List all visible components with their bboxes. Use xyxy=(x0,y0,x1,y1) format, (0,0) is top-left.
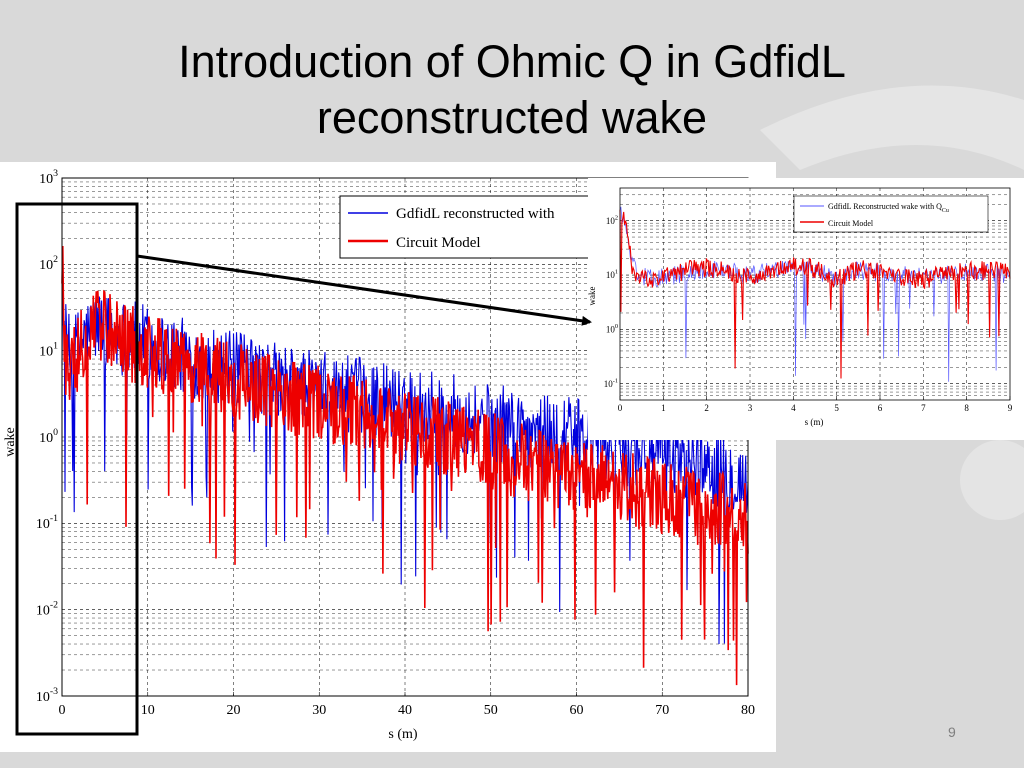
main-y-tick-base: 10 xyxy=(36,690,50,705)
decorative-circle xyxy=(960,440,1024,520)
slide-title: Introduction of Ohmic Q in GdfidL recons… xyxy=(0,34,1024,146)
main-chart-x-label: s (m) xyxy=(388,727,418,742)
inset-series-blue-line xyxy=(619,206,1011,382)
inset-y-tick-exponent: 1 xyxy=(615,269,618,276)
main-x-tick-label: 10 xyxy=(141,703,155,718)
main-y-tick-label: 103 xyxy=(39,168,58,187)
main-y-tick-exponent: -1 xyxy=(50,513,58,524)
inset-x-tick-label: 2 xyxy=(704,403,709,413)
inset-x-tick-label: 5 xyxy=(834,403,839,413)
inset-x-tick-label: 8 xyxy=(964,403,969,413)
inset-legend-label-blue: GdfidL Reconstructed wake with QCu xyxy=(828,202,949,214)
inset-y-tick-exponent: -1 xyxy=(613,377,618,384)
slide-title-line-2: reconstructed wake xyxy=(316,92,708,143)
inset-y-tick-label: 101 xyxy=(606,269,618,281)
main-y-tick-exponent: -3 xyxy=(50,686,58,697)
page-number: 9 xyxy=(948,724,956,740)
main-x-tick-label: 40 xyxy=(398,703,412,718)
inset-chart-x-ticks: 0 1 2 3 4 5 6 7 8 9 xyxy=(618,396,1013,413)
main-x-tick-label: 60 xyxy=(570,703,584,718)
main-y-tick-base: 10 xyxy=(36,604,50,619)
main-chart-series xyxy=(61,245,749,686)
main-y-tick-base: 10 xyxy=(36,517,50,532)
inset-chart-legend: GdfidL Reconstructed wake with QCu Circu… xyxy=(793,195,989,233)
main-y-tick-exponent: 3 xyxy=(53,168,58,179)
main-y-tick-base: 10 xyxy=(39,431,53,446)
main-y-tick-base: 10 xyxy=(39,345,53,360)
inset-legend-label-red: Circuit Model xyxy=(828,219,874,228)
inset-y-tick-base: 10 xyxy=(606,270,616,280)
inset-x-tick-label: 3 xyxy=(748,403,753,413)
main-y-tick-exponent: 2 xyxy=(53,254,58,265)
inset-legend-label-blue-subscript: Cu xyxy=(942,208,949,214)
inset-x-tick-label: 9 xyxy=(1008,403,1013,413)
inset-y-tick-base: 10 xyxy=(606,324,616,334)
main-legend-box xyxy=(339,195,603,259)
inset-y-tick-label: 100 xyxy=(606,323,618,335)
inset-y-tick-label: 102 xyxy=(606,214,618,226)
main-legend-label-blue: GdfidL reconstructed with xyxy=(396,206,555,222)
inset-x-tick-label: 7 xyxy=(921,403,926,413)
inset-chart-grid xyxy=(620,188,1010,400)
main-chart-y-label: wake xyxy=(3,427,18,457)
main-y-tick-exponent: 0 xyxy=(53,427,58,438)
main-x-tick-label: 80 xyxy=(741,703,755,718)
inset-legend-box xyxy=(793,195,989,233)
main-series-red-line xyxy=(61,245,749,686)
main-x-tick-label: 70 xyxy=(655,703,669,718)
inset-chart-y-label: wake xyxy=(588,287,597,306)
inset-x-tick-label: 4 xyxy=(791,403,796,413)
decorative-swoosh xyxy=(760,85,1024,170)
main-x-tick-label: 20 xyxy=(227,703,241,718)
inset-series-red-line xyxy=(619,209,1011,379)
main-y-tick-base: 10 xyxy=(39,172,53,187)
inset-legend-label-blue-text: GdfidL Reconstructed wake with Q xyxy=(828,202,942,211)
main-x-tick-label: 50 xyxy=(484,703,498,718)
inset-y-tick-exponent: 2 xyxy=(615,214,618,221)
main-chart-legend: GdfidL reconstructed with Circuit Model xyxy=(339,195,603,259)
main-y-tick-exponent: -2 xyxy=(50,600,58,611)
main-y-tick-base: 10 xyxy=(39,258,53,273)
main-y-tick-exponent: 1 xyxy=(53,341,58,352)
inset-y-tick-label: 10-1 xyxy=(604,377,618,389)
main-legend-label-red: Circuit Model xyxy=(396,235,481,251)
inset-x-tick-label: 1 xyxy=(661,403,666,413)
inset-x-tick-label: 6 xyxy=(878,403,883,413)
main-x-tick-label: 0 xyxy=(59,703,66,718)
inset-x-tick-label: 0 xyxy=(618,403,623,413)
main-x-tick-label: 30 xyxy=(312,703,326,718)
inset-y-tick-base: 10 xyxy=(604,379,614,389)
inset-chart-frame xyxy=(619,187,1011,401)
inset-y-tick-base: 10 xyxy=(606,216,616,226)
inset-chart-x-label: s (m) xyxy=(805,417,824,427)
slide-title-line-1: Introduction of Ohmic Q in GdfidL xyxy=(178,36,846,87)
inset-y-tick-exponent: 0 xyxy=(615,323,618,330)
inset-chart-series xyxy=(619,206,1011,382)
